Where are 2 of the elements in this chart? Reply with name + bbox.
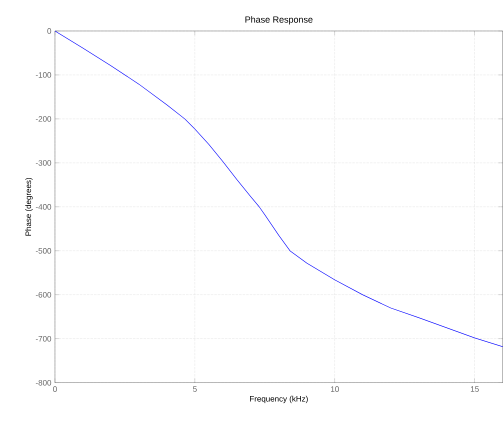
line-series [54, 30, 503, 348]
chart-title: Phase Response [245, 16, 313, 25]
